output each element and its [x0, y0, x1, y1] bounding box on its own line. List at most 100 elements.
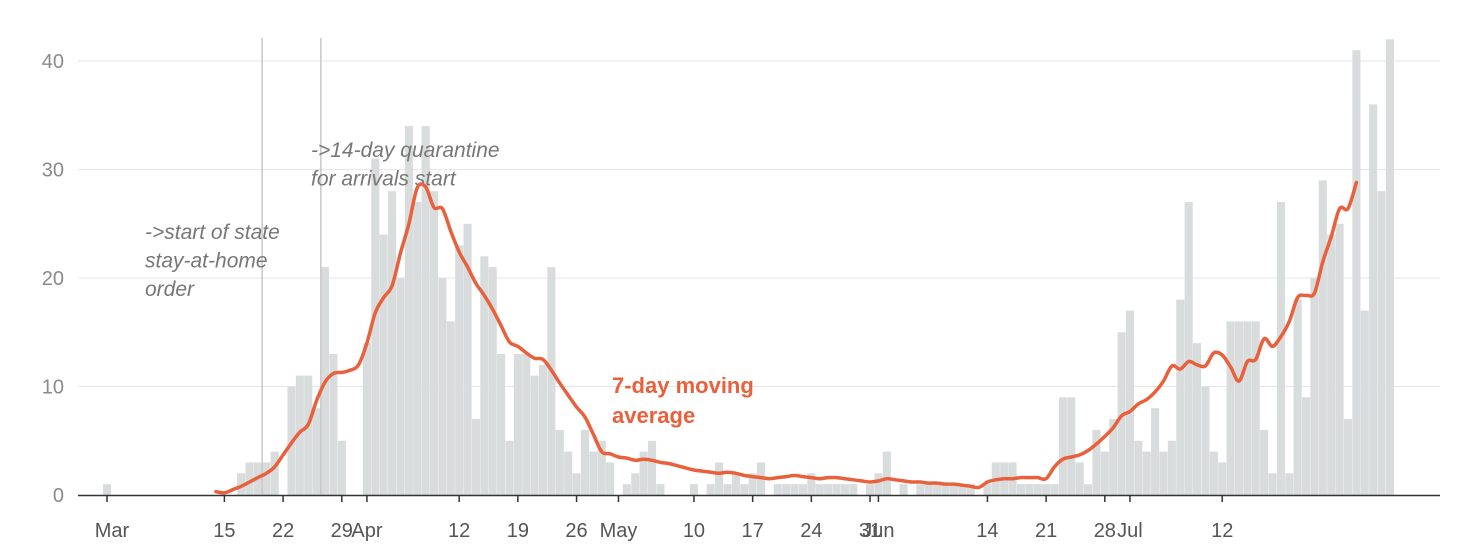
bar	[513, 353, 522, 495]
x-tick-label: 26	[565, 520, 587, 542]
bar	[1260, 429, 1269, 495]
bar	[1176, 299, 1185, 495]
bar	[379, 234, 388, 495]
bar	[471, 419, 480, 495]
moving-average-line	[214, 180, 1359, 495]
series-label: 7-day moving average	[612, 373, 754, 428]
bar	[983, 484, 992, 495]
bar	[295, 375, 304, 495]
bar	[949, 484, 958, 495]
bar	[1201, 386, 1210, 495]
bar	[555, 429, 564, 495]
bar	[245, 462, 254, 495]
bar	[815, 484, 824, 495]
x-tick-label: 21	[1035, 520, 1057, 542]
bar	[404, 126, 413, 495]
x-tick-label: 24	[800, 520, 822, 542]
bar	[1343, 419, 1353, 495]
bar	[622, 484, 631, 495]
bar	[413, 202, 422, 496]
series-label-text: average	[612, 403, 695, 428]
annotation-text: for arrivals start	[311, 168, 457, 191]
bar	[1268, 473, 1277, 495]
bar	[371, 158, 380, 495]
bar	[1335, 223, 1344, 495]
bar	[446, 321, 455, 495]
bar	[1226, 321, 1235, 495]
bar	[564, 451, 573, 495]
bar	[1251, 321, 1260, 495]
bar	[1050, 484, 1059, 495]
bar	[304, 375, 313, 495]
bar	[1218, 462, 1227, 495]
series-label-text: 7-day moving	[612, 373, 754, 398]
bar	[1151, 408, 1160, 495]
bar	[933, 484, 942, 495]
bar	[463, 223, 472, 495]
bar	[807, 473, 816, 495]
bar	[832, 484, 841, 495]
bar	[606, 462, 615, 495]
bar	[966, 484, 975, 495]
x-tick-label: 10	[683, 520, 705, 542]
bar	[1142, 451, 1151, 495]
bar	[1327, 234, 1336, 495]
bar	[924, 484, 933, 495]
x-tick-label: Jul	[1117, 520, 1143, 542]
gridlines	[78, 60, 1440, 387]
x-tick-label: 14	[976, 520, 998, 542]
bar	[312, 408, 321, 495]
x-tick-label: 22	[272, 520, 294, 542]
bar	[497, 353, 506, 495]
bar	[488, 267, 497, 495]
x-tick-label: 17	[742, 520, 764, 542]
bar	[824, 484, 833, 495]
x-tick-label: Mar	[95, 520, 130, 542]
bar	[1276, 202, 1285, 496]
y-tick-label: 10	[42, 377, 64, 399]
bar	[1033, 484, 1042, 495]
bar	[706, 484, 715, 495]
bar	[798, 484, 807, 495]
bar	[337, 440, 346, 495]
bar	[270, 451, 279, 495]
bar	[882, 451, 891, 495]
x-tick-label: Jun	[862, 520, 894, 542]
bar	[647, 440, 657, 495]
bar	[396, 278, 405, 495]
bar	[631, 473, 640, 495]
bar	[740, 484, 749, 495]
bar	[1369, 104, 1378, 496]
annotation-text: stay-at-home	[145, 250, 268, 273]
bar	[597, 440, 606, 495]
bar	[1016, 484, 1026, 495]
annotation-text: ->14-day quarantine	[311, 139, 500, 162]
bar	[656, 484, 665, 495]
bar	[874, 473, 883, 495]
x-tick-label: Apr	[351, 520, 382, 542]
bar	[1243, 321, 1252, 495]
bar	[958, 484, 967, 495]
bar	[941, 484, 950, 495]
x-tick-label: 28	[1094, 520, 1116, 542]
x-tick-label: 31	[859, 520, 881, 542]
bar	[916, 484, 925, 495]
average-series	[214, 180, 1359, 495]
bar	[1125, 310, 1135, 495]
bar	[1109, 419, 1118, 495]
bar	[1134, 440, 1143, 495]
bar	[438, 278, 447, 495]
y-tick-label: 30	[42, 160, 64, 182]
y-tick-label: 0	[53, 485, 64, 507]
daily-bars	[102, 39, 1394, 496]
y-tick-label: 20	[42, 268, 64, 290]
bar	[262, 462, 271, 495]
bar	[1360, 310, 1369, 495]
bar	[1075, 462, 1084, 495]
x-tick-label: 12	[448, 520, 470, 542]
bar	[1377, 191, 1386, 495]
x-tick-label: 29	[331, 520, 353, 542]
bar	[1318, 180, 1327, 495]
bar	[329, 353, 338, 495]
